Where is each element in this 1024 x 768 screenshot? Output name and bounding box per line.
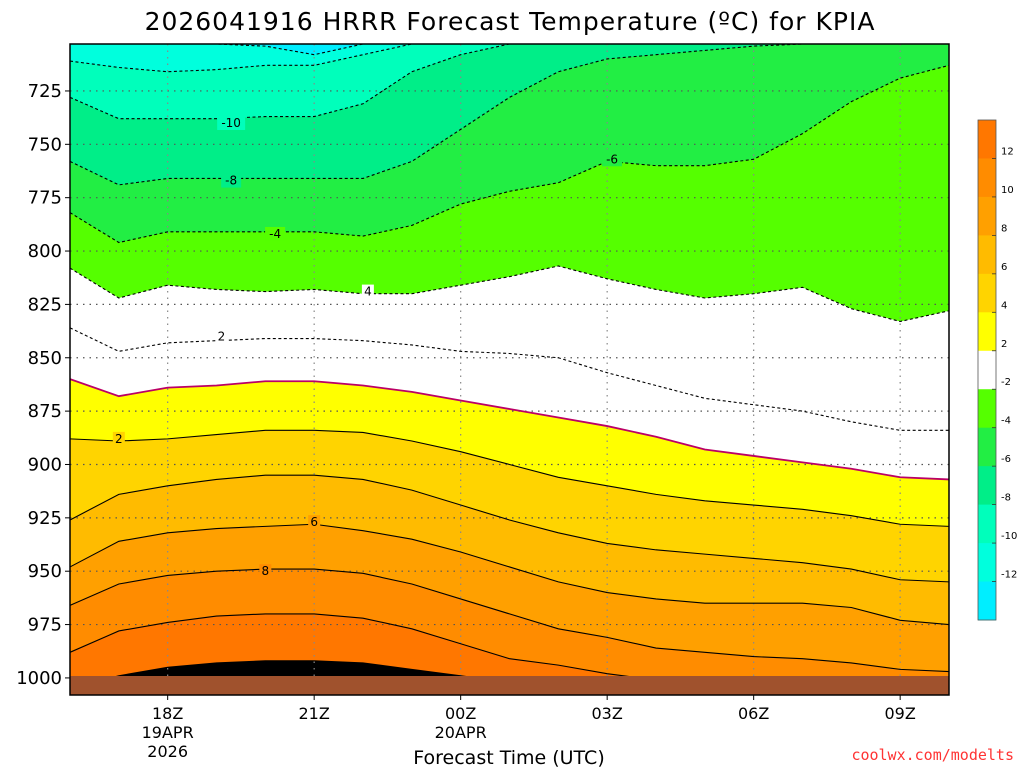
grid: [70, 44, 949, 695]
y-axis: 725 750 775 800 825 850 875 900 925 950 975 1000: [16, 81, 70, 689]
contour-label: 2: [218, 329, 226, 343]
plot-frame: [69, 43, 950, 696]
colorbar-swatch: [978, 273, 996, 313]
colorbar-tick-label: 10: [1001, 185, 1014, 196]
isotherm--4: [69, 64, 950, 244]
colorbar-swatch: [978, 504, 996, 544]
contour-label-bg: [308, 515, 321, 530]
colorbar: 12 10 8 6 4 2 -2 -4 -6 -8 -10 -12: [977, 119, 1017, 621]
isotherm-4: [69, 474, 950, 583]
colorbar-swatch: [978, 312, 996, 352]
x-tick-date: 20APR: [435, 723, 487, 742]
colorbar-tick-label: 4: [1001, 300, 1007, 311]
colorbar-swatch: [978, 389, 996, 429]
contour-label-bg: [215, 329, 228, 344]
colorbar-swatch: [978, 235, 996, 275]
isotherm-8: [69, 568, 950, 673]
colorbar-tick-label: -2: [1001, 377, 1011, 388]
y-tick-label: 875: [28, 401, 62, 422]
x-tick-date: 19APR: [142, 723, 194, 742]
colorbar-tick-label: -4: [1001, 416, 1011, 427]
contour-label-bg: [361, 284, 374, 299]
contour-label: -6: [606, 152, 618, 166]
colorbar-tick-label: 6: [1001, 262, 1007, 273]
contour-label-bg: [112, 431, 125, 446]
isotherm-0: [69, 327, 949, 431]
y-tick-label: 950: [28, 561, 62, 582]
colorbar-swatch: [978, 427, 996, 467]
x-tick-label: 21Z: [299, 704, 330, 723]
y-tick-label: 800: [28, 241, 62, 262]
colorbar-frame: [977, 119, 997, 621]
y-tick-label: 850: [28, 348, 62, 369]
colorbar-tick-label: 8: [1001, 223, 1007, 234]
x-tick-label: 18Z: [152, 704, 183, 723]
contour-label-bg: [217, 115, 246, 130]
y-tick-label: 925: [28, 508, 62, 529]
y-tick-label: 825: [28, 294, 62, 315]
colorbar-swatch: [978, 466, 996, 506]
contour-label: -8: [225, 174, 237, 188]
y-tick-label: 1000: [16, 668, 62, 689]
isotherm-1: [69, 378, 950, 481]
x-tick-label: 09Z: [885, 704, 916, 723]
isotherm--2: [69, 265, 950, 323]
y-tick-label: 750: [28, 134, 62, 155]
x-axis-label: Forecast Time (UTC): [413, 747, 604, 768]
contour-label: 8: [262, 564, 270, 578]
x-tick-label: 03Z: [592, 704, 623, 723]
y-tick-label: 900: [28, 454, 62, 475]
colorbar-swatch: [978, 543, 996, 583]
contour-label: 6: [310, 515, 318, 529]
y-tick-label: 975: [28, 615, 62, 636]
isotherm-2: [69, 429, 950, 527]
contour-label-bg: [602, 152, 623, 167]
x-tick-year: 2026: [147, 742, 188, 761]
contour-labels: -10 -8 -6 -4 4 2 2 6 8: [112, 115, 623, 579]
colorbar-tick-label: -12: [1001, 570, 1017, 581]
contour-label: -4: [269, 227, 281, 241]
chart-title: 2026041916 HRRR Forecast Temperature (ºC…: [145, 7, 876, 36]
x-tick-label: 00Z: [445, 704, 476, 723]
colorbar-tick-label: 12: [1001, 146, 1014, 157]
colorbar-tick-label: -8: [1001, 493, 1011, 504]
colorbar-tick-label: -10: [1001, 531, 1017, 542]
contour-label-bg: [221, 173, 242, 188]
colorbar-swatch: [978, 350, 996, 390]
y-tick-label: 725: [28, 81, 62, 102]
colorbar-swatch: [978, 158, 996, 198]
colorbar-tick-label: 2: [1001, 339, 1007, 350]
contour-label: 4: [364, 285, 372, 299]
colorbar-swatch: [978, 196, 996, 236]
watermark: coolwx.com/modelts: [851, 746, 1014, 764]
contour-label-bg: [265, 226, 286, 241]
contour-label: -10: [221, 116, 241, 130]
contour-label: 2: [115, 432, 123, 446]
colorbar-tick-label: -6: [1001, 454, 1011, 465]
contour-label-bg: [259, 564, 272, 579]
colorbar-swatch: [978, 581, 996, 621]
x-tick-label: 06Z: [738, 704, 769, 723]
y-tick-label: 775: [28, 188, 62, 209]
isotherm-6: [69, 523, 950, 626]
ground-surface: [70, 676, 949, 695]
temperature-fill: [70, 44, 949, 696]
colorbar-swatch: [978, 120, 996, 159]
